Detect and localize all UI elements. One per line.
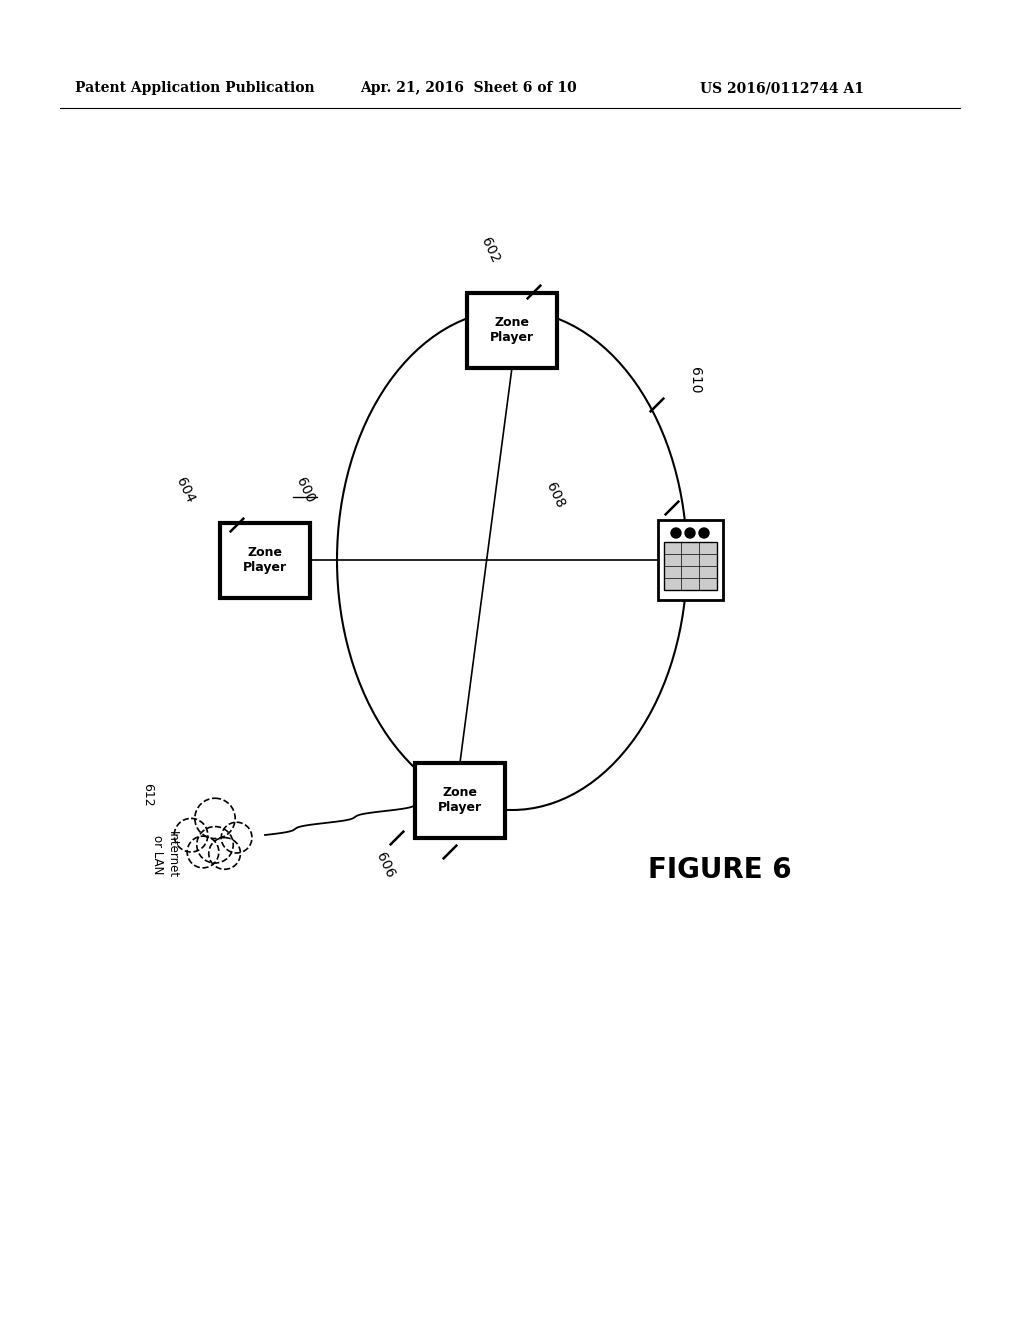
Text: Zone
Player: Zone Player	[438, 785, 482, 814]
Bar	[657, 520, 723, 601]
Text: Patent Application Publication: Patent Application Publication	[75, 81, 314, 95]
Text: Internet
or LAN: Internet or LAN	[151, 832, 179, 879]
Bar	[415, 763, 505, 837]
Text: 600: 600	[293, 475, 316, 506]
Text: Zone
Player: Zone Player	[489, 315, 535, 345]
Circle shape	[221, 822, 252, 853]
Text: Apr. 21, 2016  Sheet 6 of 10: Apr. 21, 2016 Sheet 6 of 10	[360, 81, 577, 95]
Bar	[220, 523, 310, 598]
Bar	[467, 293, 557, 367]
Circle shape	[209, 838, 241, 870]
Circle shape	[197, 826, 233, 863]
Text: 610: 610	[688, 367, 702, 393]
Text: 602: 602	[478, 235, 502, 265]
Text: 608: 608	[543, 480, 567, 510]
Circle shape	[187, 836, 219, 867]
Circle shape	[671, 528, 681, 539]
Text: Zone
Player: Zone Player	[243, 546, 287, 574]
Text: FIGURE 6: FIGURE 6	[648, 855, 792, 884]
Text: US 2016/0112744 A1: US 2016/0112744 A1	[700, 81, 864, 95]
Text: 606: 606	[373, 850, 397, 880]
Circle shape	[174, 818, 208, 851]
Circle shape	[685, 528, 695, 539]
Text: 612: 612	[141, 783, 155, 807]
Circle shape	[699, 528, 709, 539]
Circle shape	[195, 799, 236, 838]
Text: 604: 604	[173, 475, 197, 506]
Bar	[664, 543, 717, 590]
